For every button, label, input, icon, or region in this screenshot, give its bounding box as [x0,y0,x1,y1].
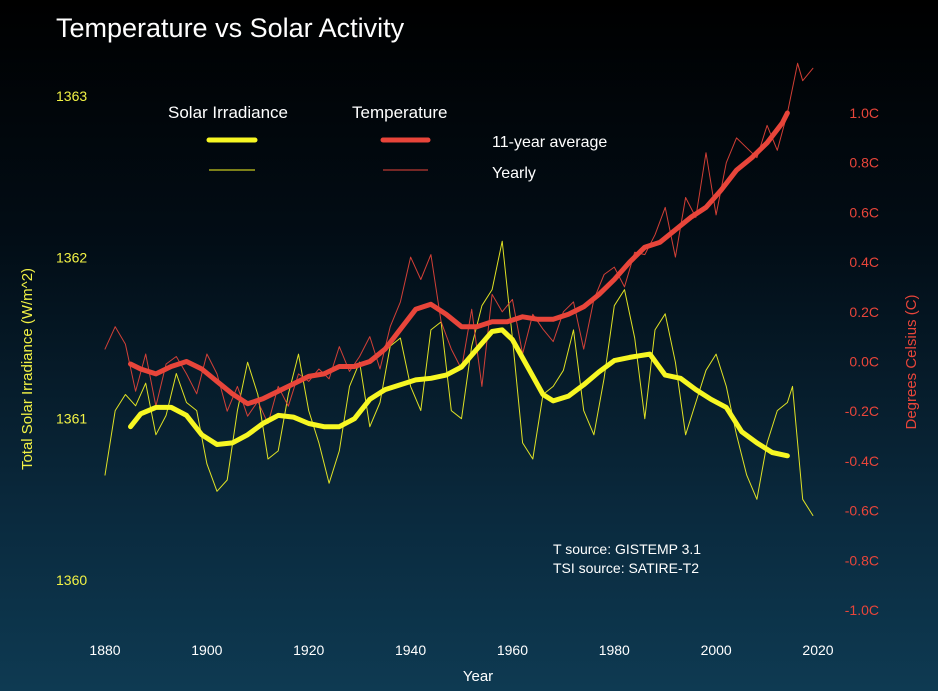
x-tick-label: 1920 [293,642,324,658]
left-tick-label: 1361 [56,411,87,427]
x-axis-label: Year [463,668,493,685]
right-tick-label: -0.4C [845,453,879,469]
x-tick-label: 1880 [89,642,120,658]
x-tick-label: 2000 [701,642,732,658]
right-axis-label: Degrees Celsius (C) [903,294,920,429]
left-tick-label: 1362 [56,249,87,265]
legend: Solar Irradiance Temperature 11-year ave… [168,103,607,182]
right-tick-label: -0.8C [845,552,879,568]
x-axis-ticks: 1880 1900 1920 1940 1960 1980 2000 2020 [89,642,833,658]
x-tick-label: 1940 [395,642,426,658]
right-tick-label: 0.0C [849,354,879,370]
right-tick-label: 0.2C [849,304,879,320]
x-tick-label: 1980 [599,642,630,658]
legend-temp-header: Temperature [352,103,447,122]
left-tick-label: 1360 [56,572,87,588]
series-layer [104,62,814,516]
series-temp-avg [128,110,790,407]
legend-avg-label: 11-year average [492,134,607,151]
right-tick-label: -0.6C [845,503,879,519]
right-tick-label: -1.0C [845,602,879,618]
right-tick-label: 1.0C [849,105,879,121]
right-tick-label: 0.8C [849,155,879,171]
x-tick-label: 2020 [802,642,833,658]
left-axis-ticks: 1360 1361 1362 1363 [56,88,87,588]
source-annotation-tsi: TSI source: SATIRE-T2 [553,560,699,576]
legend-solar-header: Solar Irradiance [168,103,288,122]
right-axis-ticks: -1.0C -0.8C -0.6C -0.4C -0.2C 0.0C 0.2C 0.4C 0.6… [845,105,879,618]
source-annotation-temp: T source: GISTEMP 3.1 [553,541,701,557]
series-solar-avg [128,327,790,459]
left-axis-label: Total Solar Irradiance (W/m^2) [19,268,36,470]
x-tick-label: 1960 [497,642,528,658]
right-tick-label: 0.4C [849,254,879,270]
right-tick-label: 0.6C [849,204,879,220]
legend-yearly-label: Yearly [492,165,536,182]
right-tick-label: -0.2C [845,403,879,419]
x-tick-label: 1900 [191,642,222,658]
chart-title: Temperature vs Solar Activity [56,13,405,43]
left-tick-label: 1363 [56,88,87,104]
